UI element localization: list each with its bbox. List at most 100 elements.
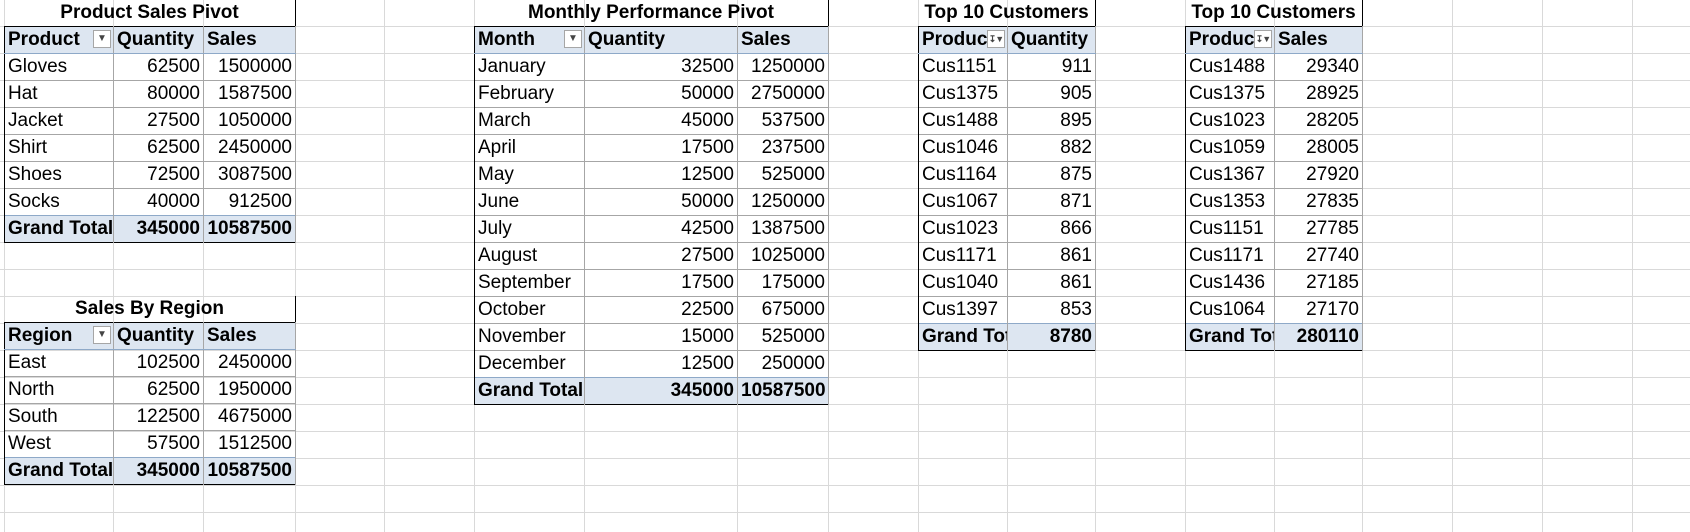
pivot-row[interactable]: October 22500 675000 — [474, 296, 829, 324]
value-cell[interactable]: 27170 — [1274, 296, 1363, 324]
value-cell[interactable]: 15000 — [584, 323, 738, 351]
pivot-row[interactable]: Cus1151 911 — [918, 53, 1096, 81]
row-label-cell[interactable]: April — [474, 134, 585, 162]
row-label-cell[interactable]: October — [474, 296, 585, 324]
value-cell[interactable]: 102500 — [113, 349, 204, 377]
value-cell[interactable]: 2450000 — [203, 134, 296, 162]
filter-sort-icon[interactable]: ↧▼ — [1254, 30, 1272, 48]
row-label-cell[interactable]: North — [4, 376, 114, 404]
value-cell[interactable]: 40000 — [113, 188, 204, 216]
row-label-cell[interactable]: Cus1023 — [918, 215, 1008, 243]
pivot-row[interactable]: Cus1171 861 — [918, 242, 1096, 270]
value-cell[interactable]: 905 — [1007, 80, 1096, 108]
value-cell[interactable]: 45000 — [584, 107, 738, 135]
pivot-row[interactable]: West 57500 1512500 — [4, 430, 296, 458]
value-cell[interactable]: 57500 — [113, 430, 204, 458]
pivot-column-header[interactable]: Region ▼ — [4, 322, 114, 350]
row-label-cell[interactable]: Cus1151 — [1185, 215, 1275, 243]
pivot-row[interactable]: August 27500 1025000 — [474, 242, 829, 270]
pivot-row[interactable]: Cus1023 866 — [918, 215, 1096, 243]
filter-sort-icon[interactable]: ↧▼ — [987, 30, 1005, 48]
value-cell[interactable]: 853 — [1007, 296, 1096, 324]
value-cell[interactable]: 17500 — [584, 134, 738, 162]
row-label-cell[interactable]: August — [474, 242, 585, 270]
pivot-row[interactable]: January 32500 1250000 — [474, 53, 829, 81]
value-cell[interactable]: 50000 — [584, 80, 738, 108]
pivot-column-header[interactable]: Product ▼ — [4, 26, 114, 54]
value-cell[interactable]: 27920 — [1274, 161, 1363, 189]
value-cell[interactable]: 27785 — [1274, 215, 1363, 243]
row-label-cell[interactable]: Shoes — [4, 161, 114, 189]
value-cell[interactable]: 1250000 — [737, 53, 829, 81]
pivot-row[interactable]: Cus1367 27920 — [1185, 161, 1363, 189]
pivot-row[interactable]: December 12500 250000 — [474, 350, 829, 378]
pivot-row[interactable]: Cus1059 28005 — [1185, 134, 1363, 162]
value-cell[interactable]: 28925 — [1274, 80, 1363, 108]
value-cell[interactable]: 4675000 — [203, 403, 296, 431]
dropdown-arrow-icon[interactable]: ▼ — [93, 326, 111, 344]
pivot-row[interactable]: Socks 40000 912500 — [4, 188, 296, 216]
row-label-cell[interactable]: February — [474, 80, 585, 108]
value-cell[interactable]: 912500 — [203, 188, 296, 216]
pivot-row[interactable]: Gloves 62500 1500000 — [4, 53, 296, 81]
value-cell[interactable]: 1050000 — [203, 107, 296, 135]
grand-total-value[interactable]: 345000 — [113, 215, 204, 243]
grand-total-value[interactable]: 8780 — [1007, 323, 1096, 351]
row-label-cell[interactable]: South — [4, 403, 114, 431]
pivot-row[interactable]: February 50000 2750000 — [474, 80, 829, 108]
pivot-row[interactable]: East 102500 2450000 — [4, 349, 296, 377]
pivot-row[interactable]: South 122500 4675000 — [4, 403, 296, 431]
row-label-cell[interactable]: Jacket — [4, 107, 114, 135]
row-label-cell[interactable]: Cus1375 — [918, 80, 1008, 108]
value-cell[interactable]: 525000 — [737, 323, 829, 351]
row-label-cell[interactable]: Cus1171 — [918, 242, 1008, 270]
row-label-cell[interactable]: Cus1064 — [1185, 296, 1275, 324]
row-label-cell[interactable]: January — [474, 53, 585, 81]
value-cell[interactable]: 882 — [1007, 134, 1096, 162]
pivot-row[interactable]: Hat 80000 1587500 — [4, 80, 296, 108]
value-cell[interactable]: 1387500 — [737, 215, 829, 243]
row-label-cell[interactable]: Cus1023 — [1185, 107, 1275, 135]
grand-total-value[interactable]: 10587500 — [203, 215, 296, 243]
row-label-cell[interactable]: Cus1488 — [1185, 53, 1275, 81]
pivot-row[interactable]: Cus1488 895 — [918, 107, 1096, 135]
pivot-column-header[interactable]: Produc ↧▼ — [1185, 26, 1275, 54]
value-cell[interactable]: 537500 — [737, 107, 829, 135]
pivot-row[interactable]: Cus1046 882 — [918, 134, 1096, 162]
pivot-row[interactable]: March 45000 537500 — [474, 107, 829, 135]
value-cell[interactable]: 122500 — [113, 403, 204, 431]
value-cell[interactable]: 1512500 — [203, 430, 296, 458]
value-cell[interactable]: 28205 — [1274, 107, 1363, 135]
value-cell[interactable]: 1587500 — [203, 80, 296, 108]
pivot-row[interactable]: July 42500 1387500 — [474, 215, 829, 243]
value-cell[interactable]: 27185 — [1274, 269, 1363, 297]
value-cell[interactable]: 12500 — [584, 350, 738, 378]
row-label-cell[interactable]: Cus1353 — [1185, 188, 1275, 216]
grand-total-row[interactable]: Grand Total 345000 10587500 — [4, 215, 296, 243]
value-cell[interactable]: 250000 — [737, 350, 829, 378]
row-label-cell[interactable]: November — [474, 323, 585, 351]
value-cell[interactable]: 866 — [1007, 215, 1096, 243]
pivot-row[interactable]: Cus1353 27835 — [1185, 188, 1363, 216]
value-cell[interactable]: 1500000 — [203, 53, 296, 81]
pivot-row[interactable]: April 17500 237500 — [474, 134, 829, 162]
value-cell[interactable]: 861 — [1007, 269, 1096, 297]
row-label-cell[interactable]: Cus1040 — [918, 269, 1008, 297]
value-cell[interactable]: 42500 — [584, 215, 738, 243]
pivot-row[interactable]: Cus1040 861 — [918, 269, 1096, 297]
grand-total-row[interactable]: Grand Tot 280110 — [1185, 323, 1363, 351]
pivot-row[interactable]: Cus1436 27185 — [1185, 269, 1363, 297]
value-cell[interactable]: 80000 — [113, 80, 204, 108]
value-cell[interactable]: 17500 — [584, 269, 738, 297]
value-cell[interactable]: 50000 — [584, 188, 738, 216]
value-cell[interactable]: 1950000 — [203, 376, 296, 404]
value-cell[interactable]: 32500 — [584, 53, 738, 81]
grand-total-value[interactable]: 10587500 — [203, 457, 296, 485]
value-cell[interactable]: 2450000 — [203, 349, 296, 377]
value-cell[interactable]: 3087500 — [203, 161, 296, 189]
row-label-cell[interactable]: July — [474, 215, 585, 243]
pivot-row[interactable]: Cus1164 875 — [918, 161, 1096, 189]
grand-total-label[interactable]: Grand Tot — [918, 323, 1008, 351]
grand-total-label[interactable]: Grand Total — [474, 377, 585, 405]
pivot-row[interactable]: Cus1023 28205 — [1185, 107, 1363, 135]
